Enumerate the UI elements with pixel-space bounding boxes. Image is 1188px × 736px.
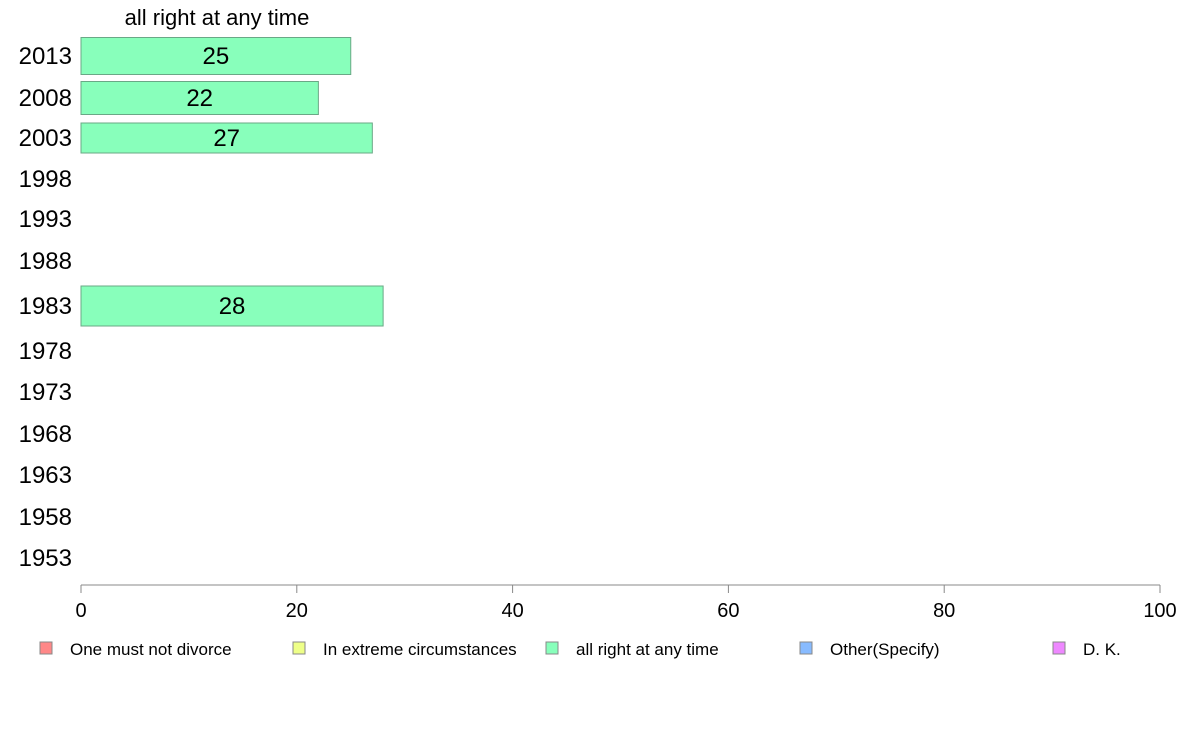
bar-value-label-2013: 25: [203, 43, 230, 70]
x-tick-label-0: 0: [75, 600, 86, 622]
category-label-1968: 1968: [19, 421, 72, 448]
bar-1983: [80, 285, 384, 327]
category-label-2003: 2003: [19, 125, 72, 152]
category-label-1998: 1998: [19, 166, 72, 193]
legend-label-2: all right at any time: [576, 640, 719, 659]
legend-label-4: D. K.: [1083, 640, 1121, 659]
category-labels: 2013 2008 2003 1998 1993 1988 1983 1978 1973 1968…: [19, 43, 72, 572]
x-tick-label-20: 20: [286, 600, 308, 622]
x-tick-label-40: 40: [501, 600, 523, 622]
legend-swatch-0: [39, 641, 53, 655]
x-tick-label-100: 100: [1143, 600, 1176, 622]
category-label-1973: 1973: [19, 379, 72, 406]
legend-label-1: In extreme circumstances: [323, 640, 517, 659]
x-axis: 0 20 40 60 80 100: [75, 584, 1177, 622]
category-label-1963: 1963: [19, 462, 72, 489]
legend-swatch-1: [292, 641, 306, 655]
x-tick-label-60: 60: [717, 600, 739, 622]
bar-value-label-2003: 27: [213, 125, 240, 152]
category-label-1983: 1983: [19, 293, 72, 320]
category-label-1978: 1978: [19, 338, 72, 365]
legend-swatch-3: [799, 641, 813, 655]
category-label-1953: 1953: [19, 545, 72, 572]
legend-label-3: Other(Specify): [830, 640, 940, 659]
category-label-1988: 1988: [19, 248, 72, 275]
legend-swatch-4: [1052, 641, 1066, 655]
legend-swatch-2: [545, 641, 559, 655]
bar-2013: [80, 37, 352, 75]
chart-title: all right at any time: [125, 5, 310, 30]
category-label-1958: 1958: [19, 504, 72, 531]
category-label-1993: 1993: [19, 206, 72, 233]
bar-value-label-2008: 22: [186, 85, 213, 112]
legend-label-0: One must not divorce: [70, 640, 232, 659]
bar-value-label-1983: 28: [219, 293, 246, 320]
legend: One must not divorce In extreme circumsta…: [39, 640, 1121, 659]
bar-2003: [80, 122, 373, 154]
bar-2008: [80, 81, 319, 115]
category-label-2013: 2013: [19, 43, 72, 70]
category-label-2008: 2008: [19, 85, 72, 112]
x-tick-label-80: 80: [933, 600, 955, 622]
